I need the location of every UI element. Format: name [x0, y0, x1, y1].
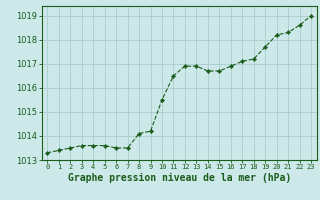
X-axis label: Graphe pression niveau de la mer (hPa): Graphe pression niveau de la mer (hPa)	[68, 173, 291, 183]
